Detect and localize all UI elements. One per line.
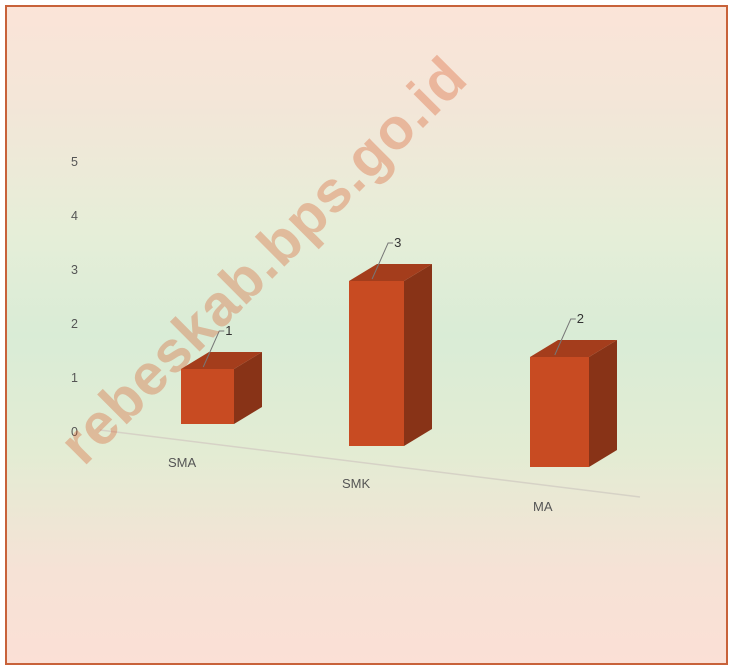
bar-smk (349, 281, 404, 446)
bar-ma (530, 357, 589, 467)
y-tick-label: 2 (71, 317, 78, 331)
y-tick-label: 3 (71, 263, 78, 277)
y-tick-label: 5 (71, 155, 78, 169)
data-label: 3 (394, 235, 401, 250)
bar-side-face (589, 340, 617, 467)
leader-line (554, 318, 576, 356)
y-tick-label: 0 (71, 425, 78, 439)
floor-line (99, 429, 641, 498)
bar-side-face (404, 264, 432, 446)
bar-top-face (181, 352, 262, 369)
leader-line (202, 330, 225, 368)
y-tick-label: 4 (71, 209, 78, 223)
leader-line (371, 242, 394, 280)
bar-side-face (234, 352, 262, 424)
bar-sma (181, 369, 234, 424)
x-tick-label: SMA (168, 455, 197, 470)
bar-top-face (530, 340, 617, 357)
bar-top-face (349, 264, 432, 281)
y-tick-label: 1 (71, 371, 78, 385)
data-label: 2 (577, 311, 584, 326)
x-tick-label: SMK (342, 476, 371, 491)
data-label: 1 (225, 323, 232, 338)
x-tick-label: MA (533, 499, 553, 514)
